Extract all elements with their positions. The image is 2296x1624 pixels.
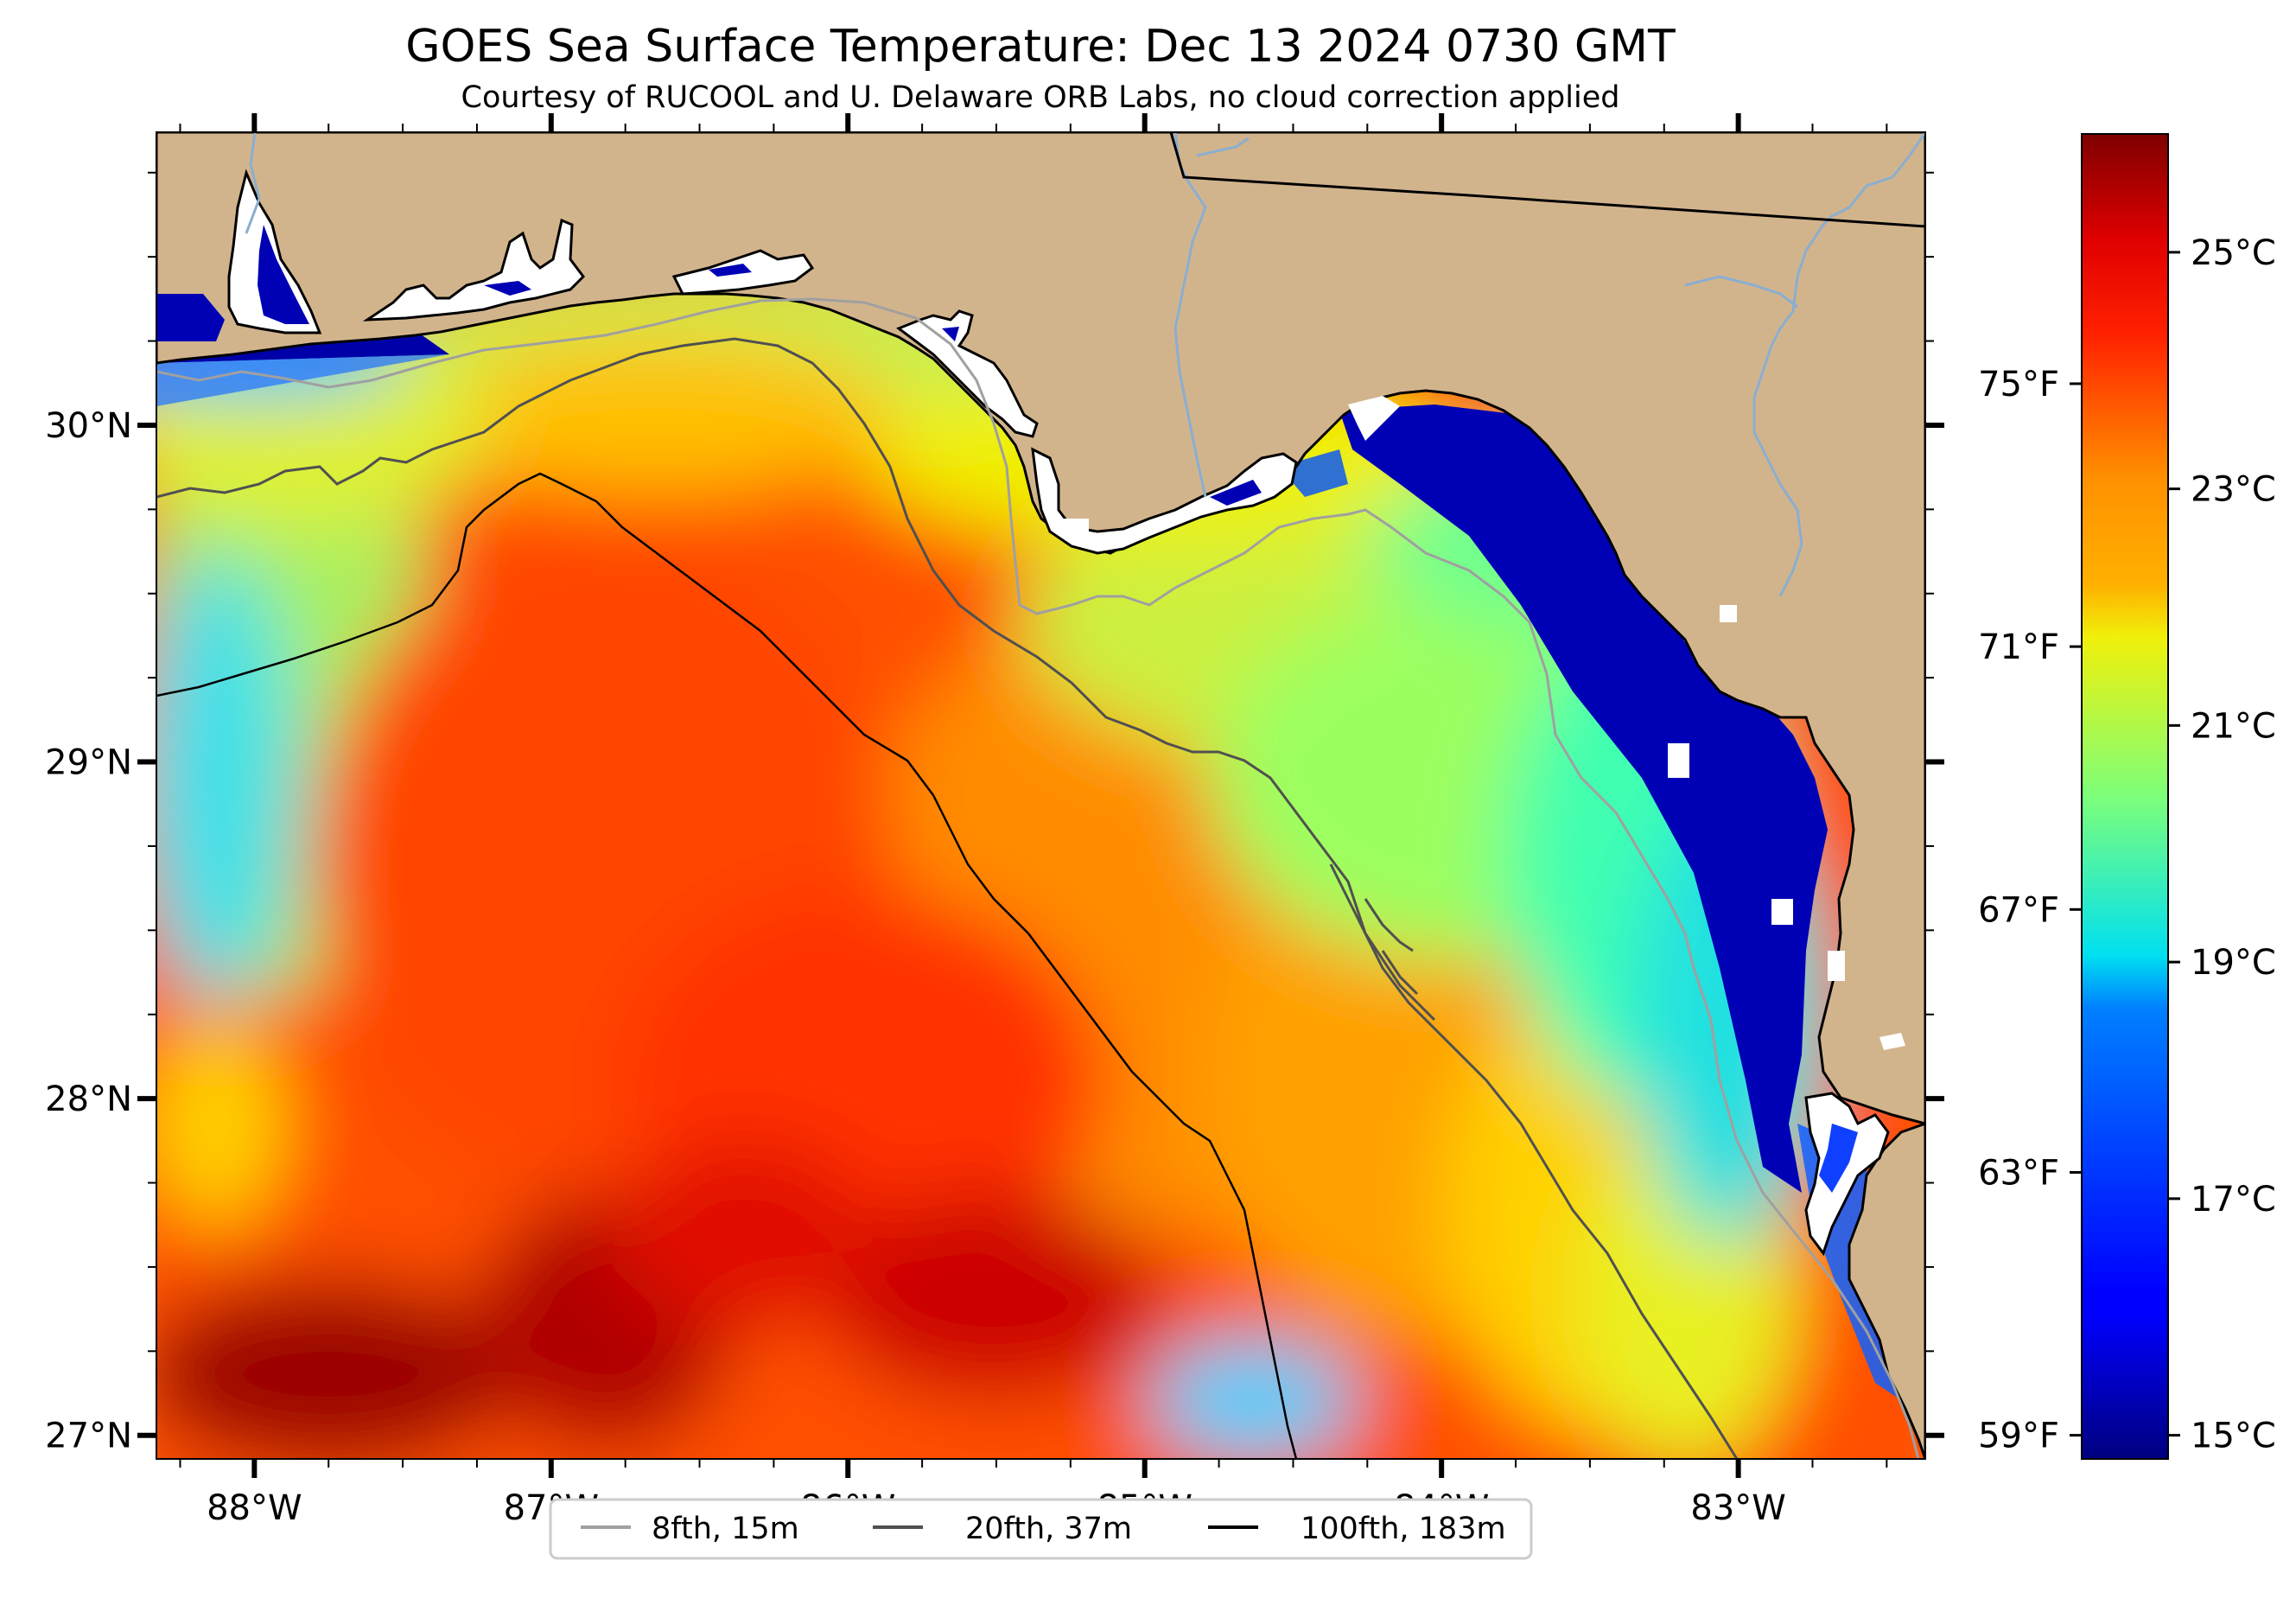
cloud-patches — [1063, 519, 1845, 981]
celsius-tick-label: 15°C — [2191, 1417, 2276, 1456]
legend-label-8fth: 8fth, 15m — [652, 1512, 799, 1546]
land — [156, 132, 1925, 1459]
chart-subtitle: Courtesy of RUCOOL and U. Delaware ORB L… — [461, 80, 1620, 115]
colorbar-celsius-ticks: 25°C 23°C 21°C 19°C 17°C 15°C — [2168, 233, 2276, 1456]
lat-tick-label: 29°N — [45, 743, 132, 783]
rivers — [245, 132, 1925, 597]
pensacola-bay — [362, 218, 585, 322]
contour-20fth — [156, 337, 1739, 1459]
map-panel — [156, 132, 1925, 1459]
minor-ticks — [148, 124, 1934, 1468]
tampa-bay — [1804, 1092, 1890, 1257]
legend: 8fth, 15m 20fth, 37m 100fth, 183m — [549, 1498, 1533, 1560]
lon-tick-label: 83°W — [1690, 1488, 1785, 1528]
celsius-tick-label: 25°C — [2191, 233, 2276, 273]
contour-8fth — [156, 297, 1920, 1459]
mobile-bay-east — [156, 294, 225, 341]
colorbar-gradient — [2081, 133, 2169, 1460]
colorbar: 25°C 23°C 21°C 19°C 17°C 15°C 75°F 71°F 67°F 63°… — [1978, 133, 2276, 1460]
chart-title: GOES Sea Surface Temperature: Dec 13 202… — [405, 21, 1676, 73]
lat-tick-label: 27°N — [45, 1417, 132, 1456]
contour-100fth — [156, 472, 1298, 1459]
fahrenheit-tick-label: 75°F — [1978, 365, 2059, 404]
mobile-bay — [227, 169, 322, 334]
lat-tick-label: 30°N — [45, 406, 132, 446]
legend-label-20fth: 20fth, 37m — [965, 1512, 1132, 1546]
fahrenheit-tick-label: 71°F — [1978, 627, 2059, 667]
fahrenheit-tick-label: 59°F — [1978, 1417, 2059, 1456]
fahrenheit-tick-label: 63°F — [1978, 1153, 2059, 1193]
fahrenheit-tick-label: 67°F — [1978, 890, 2059, 930]
lon-tick-label: 88°W — [207, 1488, 302, 1528]
celsius-tick-label: 19°C — [2191, 943, 2276, 983]
lat-tick-label: 28°N — [45, 1079, 132, 1119]
big-bend-coast — [1348, 396, 1400, 441]
map-frame — [156, 131, 1926, 1460]
legend-label-100fth: 100fth, 183m — [1301, 1512, 1506, 1546]
celsius-tick-label: 17°C — [2191, 1180, 2276, 1220]
state-border — [1169, 132, 1925, 228]
st-andrew-bay — [895, 309, 1039, 438]
celsius-tick-label: 23°C — [2191, 470, 2276, 510]
celsius-tick-label: 21°C — [2191, 706, 2276, 746]
latitude-axis: 30°N 29°N 28°N 27°N — [45, 406, 1944, 1456]
colorbar-fahrenheit-ticks: 75°F 71°F 67°F 63°F 59°F — [1978, 365, 2082, 1456]
